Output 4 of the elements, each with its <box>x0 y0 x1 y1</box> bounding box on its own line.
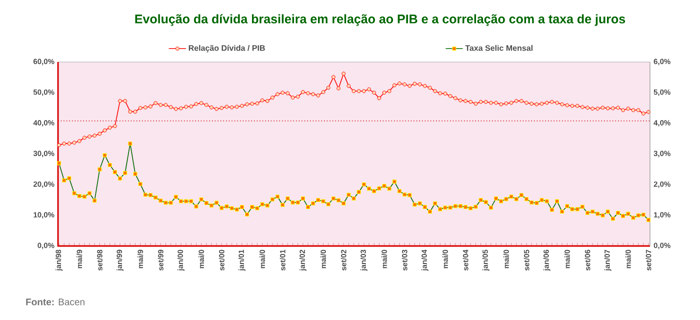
legend-label: Relação Dívida / PIB <box>188 44 265 52</box>
legend-label: Taxa Selic Mensal <box>465 44 532 51</box>
chart-title: Evolução da dívida brasileira em relação ao PIB e a correlação com a taxa de juros <box>135 14 626 26</box>
text: Fonte: Bacen <box>26 298 84 306</box>
